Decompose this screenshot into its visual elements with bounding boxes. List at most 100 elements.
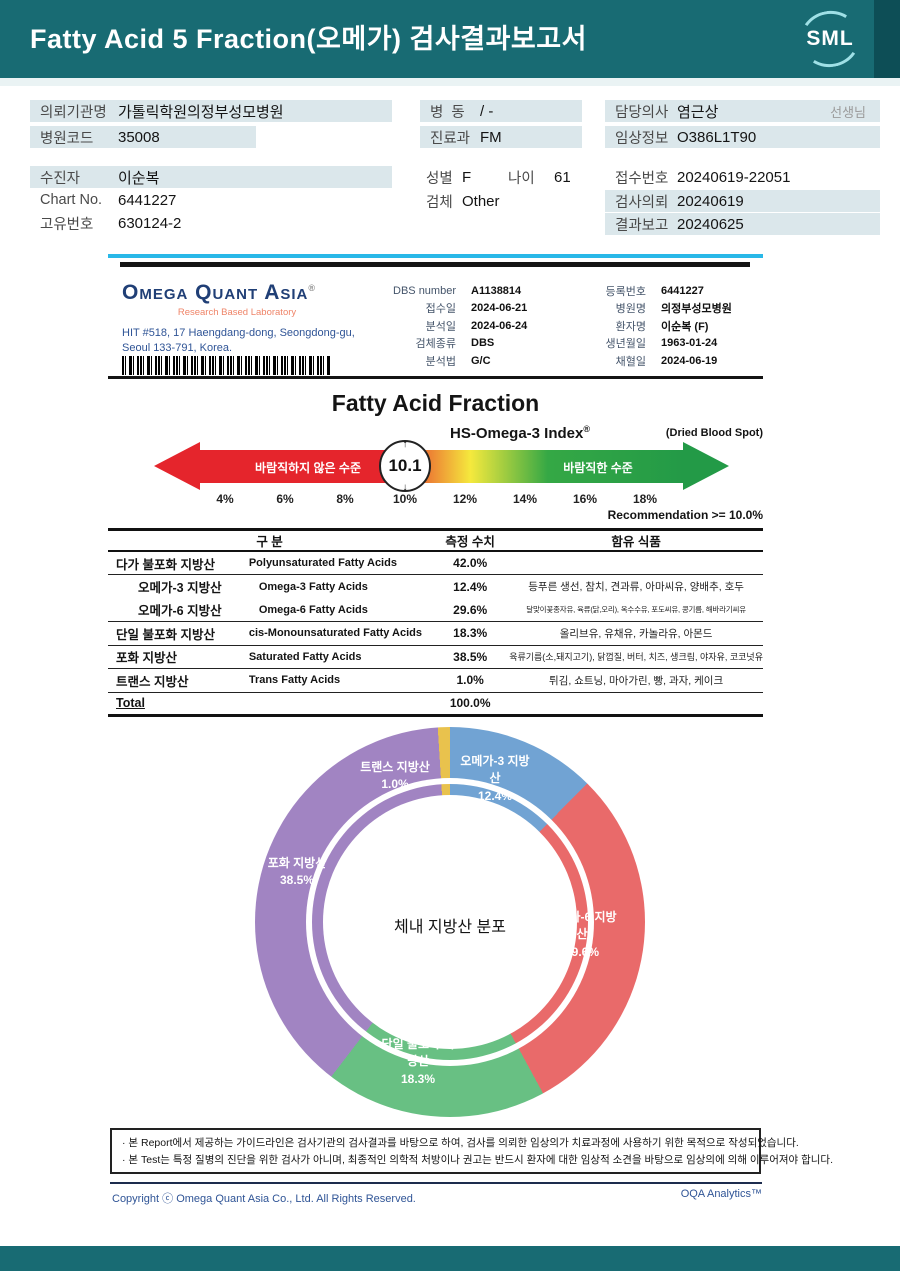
info-row-hospital-code: 병원코드 35008 [30, 126, 256, 148]
field-value: 6441227 [118, 191, 177, 209]
field-value: 20240619 [677, 192, 744, 210]
field-label: 임상정보 [615, 130, 669, 147]
field-value: 2024-06-19 [661, 354, 718, 367]
table-row-polyunsaturated: 다가 불포화 지방산 Polyunsaturated Fatty Acids 4… [108, 551, 763, 575]
copyright-text: Copyright ⓒ Omega Quant Asia Co., Ltd. A… [112, 1193, 416, 1205]
gauge-value-marker: ↑ 10.1 ↓ [379, 439, 431, 493]
lab-info-left: DBS number A1138814 접수일 2024-06-21 분석일 2024… [352, 282, 527, 370]
lab-tagline: Research Based Laboratory [177, 307, 297, 318]
field-label: 접수번호 [615, 170, 669, 187]
category-kr: 단일 불포화 지방산 [116, 627, 215, 642]
field-label: 고유번호 [40, 216, 94, 233]
empty-cell [241, 692, 431, 716]
food-sources: 등푸른 생선, 참치, 견과류, 아마씨유, 양배추, 호두 [528, 581, 744, 593]
field-value: 35008 [118, 128, 160, 146]
page-title: Fatty Acid 5 Fraction(오메가) 검사결과보고서 [30, 24, 587, 54]
segment-pct: 29.6% [564, 944, 600, 959]
disclaimer-box: · 본 Report에서 제공하는 가이드라인은 검사기관의 검사결과를 바탕으… [110, 1128, 834, 1174]
food-sources: 육류기름(소,돼지고기), 닭껍질, 버터, 치즈, 생크림, 야자유, 코코넛… [509, 652, 763, 663]
info-row-report-date: 결과보고 20240625 [605, 213, 880, 235]
gauge-tick: 18% [632, 492, 658, 506]
field-label: 의뢰기관명 [40, 104, 107, 121]
segment-pct: 12.4% [477, 788, 513, 803]
info-row-sex-age: 성별 F 나이 61 [420, 166, 620, 188]
info-row-doctor: 담당의사 염근상 선생님 [605, 100, 880, 122]
segment-name: 오메가-3 지방산 [460, 754, 530, 786]
doctor-honorific: 선생님 [830, 104, 866, 120]
category-en: Omega-6 Fatty Acids [258, 603, 368, 616]
field-label: 병 동 [430, 104, 465, 121]
disclaimer-line1: · 본 Report에서 제공하는 가이드라인은 검사기관의 검사결과를 바탕으… [122, 1137, 799, 1149]
field-label: 접수일 [425, 303, 456, 316]
donut-label-trans: 트랜스 지방산 1.0% [333, 759, 457, 794]
gauge-tick: 4% [216, 492, 234, 506]
down-arrow-icon: ↓ [402, 482, 408, 493]
info-row-ward: 병 동 / - [420, 100, 582, 122]
analytics-brand: OQA Analytics™ [680, 1188, 762, 1200]
field-label: 진료과 [430, 130, 471, 147]
index-subtitle-text: HS-Omega-3 Index [449, 425, 584, 442]
field-label: 분석법 [425, 355, 456, 368]
section-title: Fatty Acid Fraction [331, 390, 540, 416]
segment-pct: 38.5% [279, 873, 315, 888]
field-label: 나이 [508, 170, 535, 187]
info-row-clinical-info: 임상정보 O386L1T90 [605, 126, 880, 148]
field-value: 가톨릭학원의정부성모병원 [118, 103, 284, 121]
gauge-gradient-bar [200, 450, 683, 483]
measured-value: 1.0% [456, 673, 484, 688]
category-kr: 다가 불포화 지방산 [116, 557, 215, 572]
registered-mark: ® [308, 283, 317, 293]
header-edge-accent [874, 0, 900, 78]
table-row-omega6: 오메가-6 지방산 Omega-6 Fatty Acids 29.6% 달맞이꽃… [108, 598, 763, 622]
category-kr: 트랜스 지방산 [116, 674, 189, 689]
gauge-tick: 14% [512, 492, 538, 506]
table-row-omega3: 오메가-3 지방산 Omega-3 Fatty Acids 12.4% 등푸른 … [108, 575, 763, 599]
field-label: 담당의사 [615, 104, 669, 121]
measured-value: 42.0% [453, 556, 488, 570]
field-value: FM [480, 128, 502, 146]
donut-label-omega6: 오메가-6 지방산 29.6% [542, 909, 622, 961]
category-kr: 오메가-6 지방산 [138, 604, 222, 618]
total-label: Total [116, 696, 145, 711]
segment-pct: 18.3% [400, 1071, 436, 1086]
food-sources [509, 551, 763, 575]
segment-pct: 1.0% [381, 777, 409, 792]
field-value: 2024-06-21 [471, 302, 528, 315]
footer-bar [0, 1246, 900, 1271]
category-en: Polyunsaturated Fatty Acids [248, 557, 397, 569]
sml-logo-text: SML [806, 27, 854, 50]
field-value: 2024-06-24 [471, 319, 528, 332]
category-en: cis-Monounsaturated Fatty Acids [248, 627, 422, 640]
lab-address-line2: Seoul 133-791, Korea. [122, 342, 233, 354]
info-row-receipt-no: 접수번호 20240619-22051 [605, 166, 880, 188]
measured-value: 18.3% [453, 626, 488, 641]
col-header-value: 측정 수치 [431, 529, 510, 552]
donut-label-saturated: 포화 지방산 38.5% [243, 855, 351, 890]
col-header-foods: 함유 식품 [509, 529, 763, 552]
donut-center-title: 체내 지방산 분포 [394, 919, 506, 936]
table-header-row: 구 분 측정 수치 함유 식품 [108, 529, 763, 552]
lab-info-right: 등록번호 6441227 병원명 의정부성모병원 환자명 이순복 (F) 생년월일 19… [558, 282, 732, 370]
field-value: F [462, 168, 472, 186]
field-value: 염근상 [677, 103, 719, 121]
up-arrow-icon: ↑ [402, 439, 408, 450]
donut-inner-hole [323, 795, 577, 1049]
field-label: 환자명 [615, 320, 646, 333]
field-label: 검체종류 [415, 338, 456, 351]
lab-logo: Omega Quant Asia® [122, 281, 316, 305]
field-label: 검사의뢰 [615, 194, 669, 211]
gauge-value: 10.1 [388, 456, 422, 475]
header-shadow-strip [0, 78, 900, 86]
field-value: Other [462, 192, 500, 210]
disclaimer-line2: · 본 Test는 특정 질병의 진단을 위한 검사가 아니며, 최종적인 의학… [122, 1154, 834, 1167]
segment-name: 트랜스 지방산 [360, 760, 430, 774]
info-row-specimen: 검체 Other [420, 190, 620, 212]
field-label: 수진자 [40, 170, 81, 187]
gauge-tick: 8% [336, 492, 354, 506]
field-value: 이순복 (F) [661, 320, 709, 333]
segment-name: 포화 지방산 [267, 856, 327, 870]
field-label: DBS number [393, 284, 456, 297]
field-value: 61 [554, 168, 571, 186]
gauge-right-arrowhead-icon [683, 442, 729, 490]
